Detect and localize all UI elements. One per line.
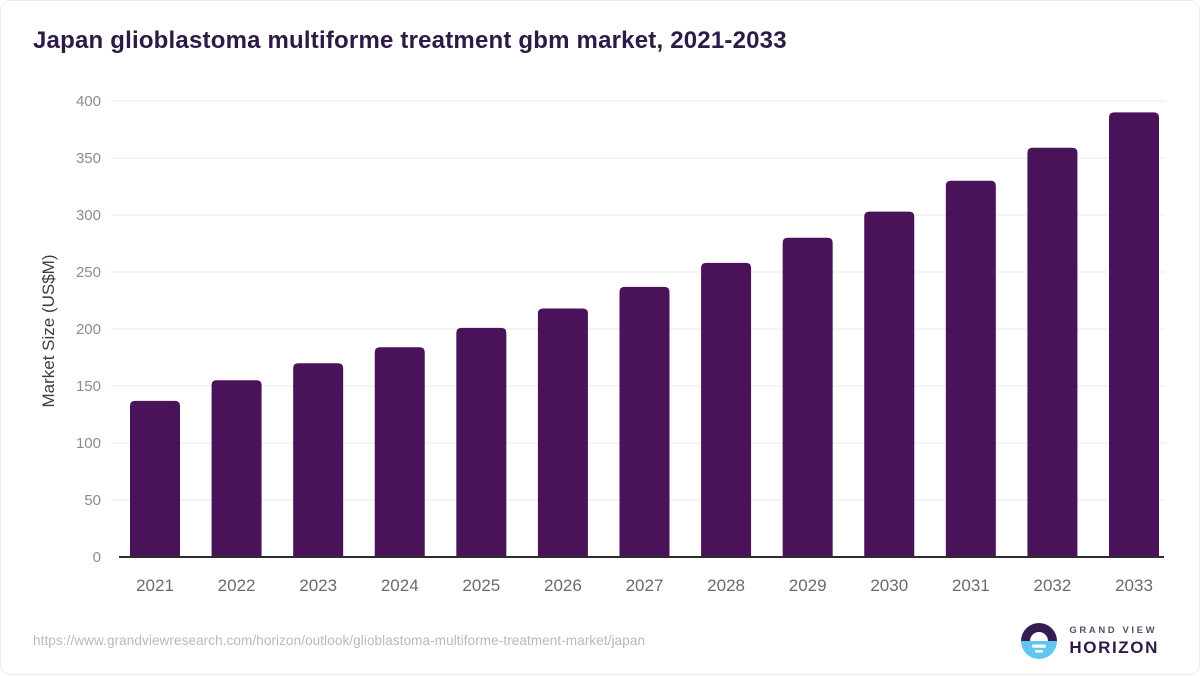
brand-name-top: GRAND VIEW bbox=[1069, 624, 1158, 636]
x-label-2025: 2025 bbox=[462, 576, 500, 595]
bar-2029[interactable] bbox=[782, 237, 833, 558]
bar-2026[interactable] bbox=[537, 308, 588, 557]
x-label-2027: 2027 bbox=[626, 576, 664, 595]
x-label-2022: 2022 bbox=[218, 576, 256, 595]
bar-2025[interactable] bbox=[456, 327, 507, 557]
brand-logo: GRAND VIEW HORIZON bbox=[1019, 621, 1159, 661]
x-label-2029: 2029 bbox=[789, 576, 827, 595]
y-tick-150: 150 bbox=[76, 378, 101, 395]
y-tick-250: 250 bbox=[76, 264, 101, 281]
y-tick-200: 200 bbox=[76, 321, 101, 338]
x-label-2021: 2021 bbox=[136, 576, 174, 595]
bar-2021[interactable] bbox=[130, 400, 180, 557]
bar-2030[interactable] bbox=[864, 211, 915, 557]
x-label-2023: 2023 bbox=[299, 576, 337, 595]
bar-2032[interactable] bbox=[1027, 147, 1078, 558]
bar-2022[interactable] bbox=[211, 380, 262, 557]
bar-2028[interactable] bbox=[701, 262, 752, 557]
x-label-2033: 2033 bbox=[1115, 576, 1153, 595]
brand-text: GRAND VIEW HORIZON bbox=[1069, 625, 1159, 658]
y-tick-100: 100 bbox=[76, 435, 101, 452]
bar-2027[interactable] bbox=[619, 286, 670, 557]
y-tick-300: 300 bbox=[76, 207, 101, 224]
x-label-2024: 2024 bbox=[381, 576, 419, 595]
source-url: https://www.grandviewresearch.com/horizo… bbox=[33, 633, 646, 648]
y-tick-350: 350 bbox=[76, 150, 101, 167]
bar-2033[interactable] bbox=[1109, 112, 1159, 558]
x-label-2030: 2030 bbox=[870, 576, 908, 595]
bar-2024[interactable] bbox=[374, 347, 425, 557]
bar-2023[interactable] bbox=[293, 363, 344, 557]
y-tick-50: 50 bbox=[84, 492, 101, 509]
x-label-2026: 2026 bbox=[544, 576, 582, 595]
y-tick-400: 400 bbox=[76, 93, 101, 110]
y-tick-0: 0 bbox=[93, 549, 101, 566]
x-label-2032: 2032 bbox=[1034, 576, 1072, 595]
page-title: Japan glioblastoma multiforme treatment … bbox=[33, 27, 787, 54]
x-label-2031: 2031 bbox=[952, 576, 990, 595]
grand-view-horizon-icon bbox=[1021, 623, 1058, 659]
bar-2031[interactable] bbox=[945, 180, 996, 558]
brand-name-bottom: HORIZON bbox=[1069, 637, 1159, 657]
x-label-2028: 2028 bbox=[707, 576, 745, 595]
